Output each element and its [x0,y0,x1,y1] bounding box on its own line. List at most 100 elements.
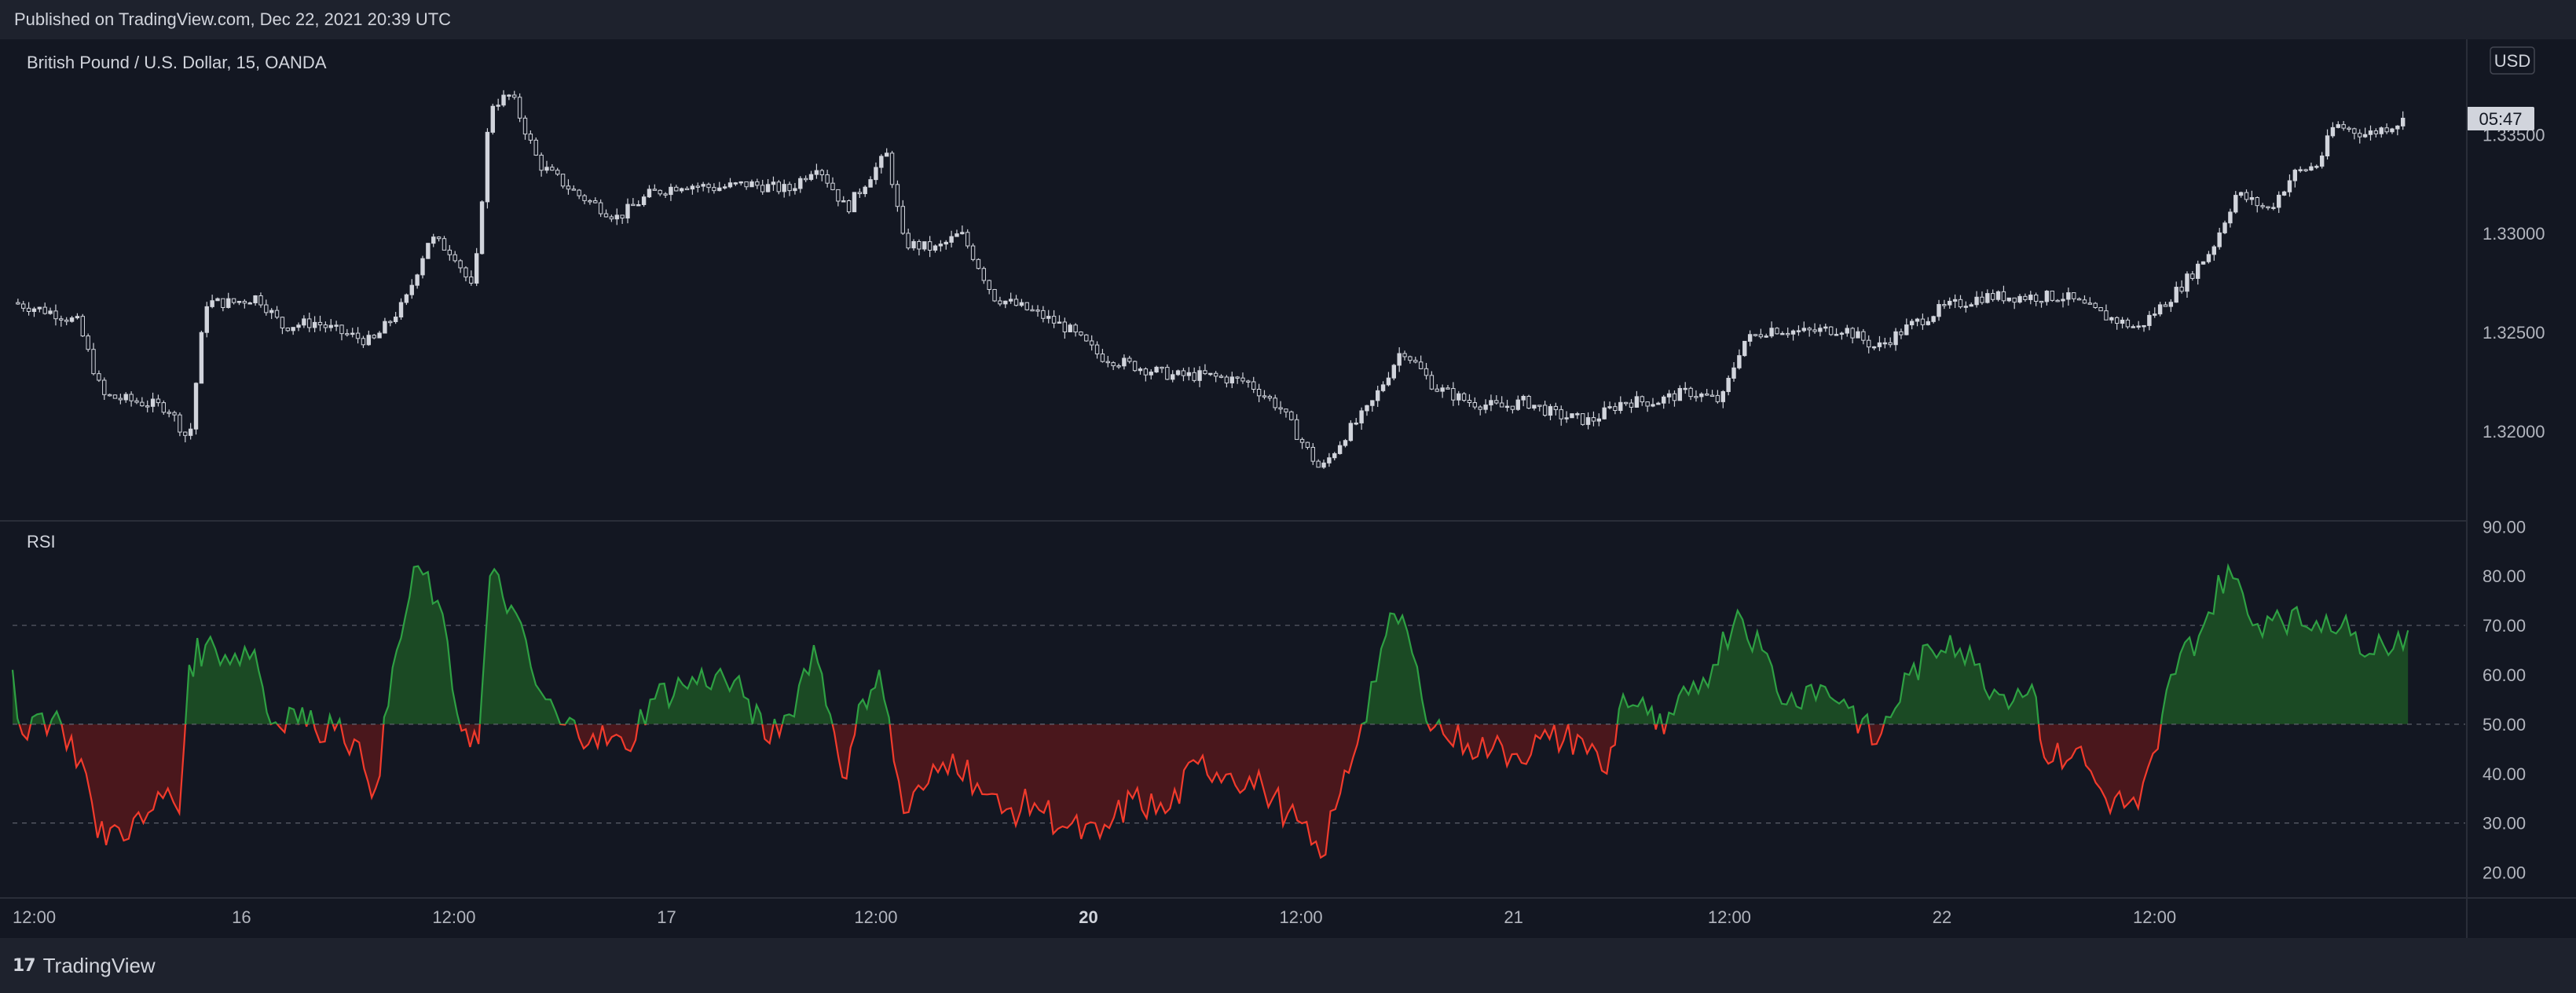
candle[interactable] [782,179,786,198]
candle[interactable] [900,200,905,235]
candle[interactable] [355,327,361,344]
candle[interactable] [1548,404,1553,420]
candle[interactable] [1629,398,1634,413]
candle[interactable] [1213,371,1218,383]
candle[interactable] [75,313,80,320]
candle[interactable] [1742,340,1747,357]
candle[interactable] [2163,302,2168,307]
candle[interactable] [1094,341,1100,359]
candle[interactable] [21,301,26,312]
candle[interactable] [2277,191,2281,214]
candle[interactable] [1871,346,1877,350]
candle[interactable] [285,327,290,332]
candle[interactable] [1256,383,1262,402]
candle[interactable] [312,316,317,332]
candle[interactable] [1926,317,1930,326]
candle[interactable] [744,181,749,190]
candle[interactable] [825,170,830,188]
candle[interactable] [1424,363,1429,380]
candle[interactable] [808,170,814,181]
candle[interactable] [409,279,414,299]
candle[interactable] [593,197,598,203]
candle[interactable] [1893,328,1898,351]
candle[interactable] [2352,127,2357,140]
candle[interactable] [1942,299,1947,310]
candle[interactable] [1694,390,1698,402]
candle[interactable] [2362,127,2368,138]
candle[interactable] [706,182,711,193]
candle[interactable] [345,328,350,337]
candle[interactable] [1483,399,1488,414]
candle[interactable] [798,176,803,193]
candle[interactable] [469,270,474,286]
candle[interactable] [1024,302,1029,311]
candle[interactable] [609,214,614,222]
candle[interactable] [793,182,797,195]
candle[interactable] [1386,372,1391,387]
candle[interactable] [1823,323,1828,332]
candle[interactable] [366,330,372,346]
candle[interactable] [1079,331,1083,337]
candle[interactable] [830,177,835,191]
candle[interactable] [1645,401,1650,412]
candle[interactable] [1532,405,1537,411]
candle[interactable] [1613,402,1618,415]
candle[interactable] [1073,323,1078,337]
candle[interactable] [1651,398,1655,408]
candle[interactable] [1402,350,1407,361]
candle[interactable] [161,400,167,415]
candle[interactable] [1980,291,1984,305]
candle[interactable] [1521,394,1526,407]
candle[interactable] [1289,410,1294,421]
candle[interactable] [1316,459,1321,468]
candle[interactable] [1348,420,1354,442]
candle[interactable] [1877,335,1882,351]
candle[interactable] [1208,372,1213,376]
candle[interactable] [1380,381,1386,393]
candle[interactable] [2050,291,2054,302]
candle[interactable] [1229,372,1234,388]
candle[interactable] [458,258,463,273]
candle[interactable] [2260,203,2265,210]
candle[interactable] [398,298,404,321]
candle[interactable] [415,273,420,289]
candle[interactable] [598,199,603,218]
candle[interactable] [992,288,997,302]
candle[interactable] [684,186,690,191]
candle[interactable] [2023,293,2028,302]
candle[interactable] [150,392,156,412]
candle[interactable] [1807,326,1812,337]
candle[interactable] [1786,327,1790,338]
candle[interactable] [879,154,884,174]
candle[interactable] [323,321,328,333]
candle[interactable] [533,137,538,156]
candle[interactable] [1321,459,1326,469]
candle[interactable] [1305,442,1310,450]
candle[interactable] [1726,375,1731,396]
candle[interactable] [755,178,760,189]
candle[interactable] [566,179,571,195]
candle[interactable] [1812,323,1817,334]
candle[interactable] [2244,189,2249,203]
candle[interactable] [2006,297,2012,302]
candle[interactable] [80,313,85,337]
candle[interactable] [2358,129,2362,144]
candle[interactable] [539,152,544,177]
candle[interactable] [2082,295,2087,304]
candle[interactable] [2379,126,2384,138]
candle[interactable] [1175,369,1181,376]
candle[interactable] [889,151,895,189]
candle[interactable] [1499,396,1504,408]
candle[interactable] [1489,394,1493,412]
candle[interactable] [522,115,528,140]
candle[interactable] [1446,384,1450,390]
candle[interactable] [302,315,306,328]
candle[interactable] [1731,361,1736,382]
tradingview-logo[interactable]: 17 TradingView [13,954,156,978]
candle[interactable] [669,183,673,201]
candle[interactable] [339,324,344,341]
candle[interactable] [1197,366,1202,387]
candle[interactable] [2168,299,2174,313]
candle[interactable] [426,243,431,259]
candle[interactable] [1051,310,1057,328]
